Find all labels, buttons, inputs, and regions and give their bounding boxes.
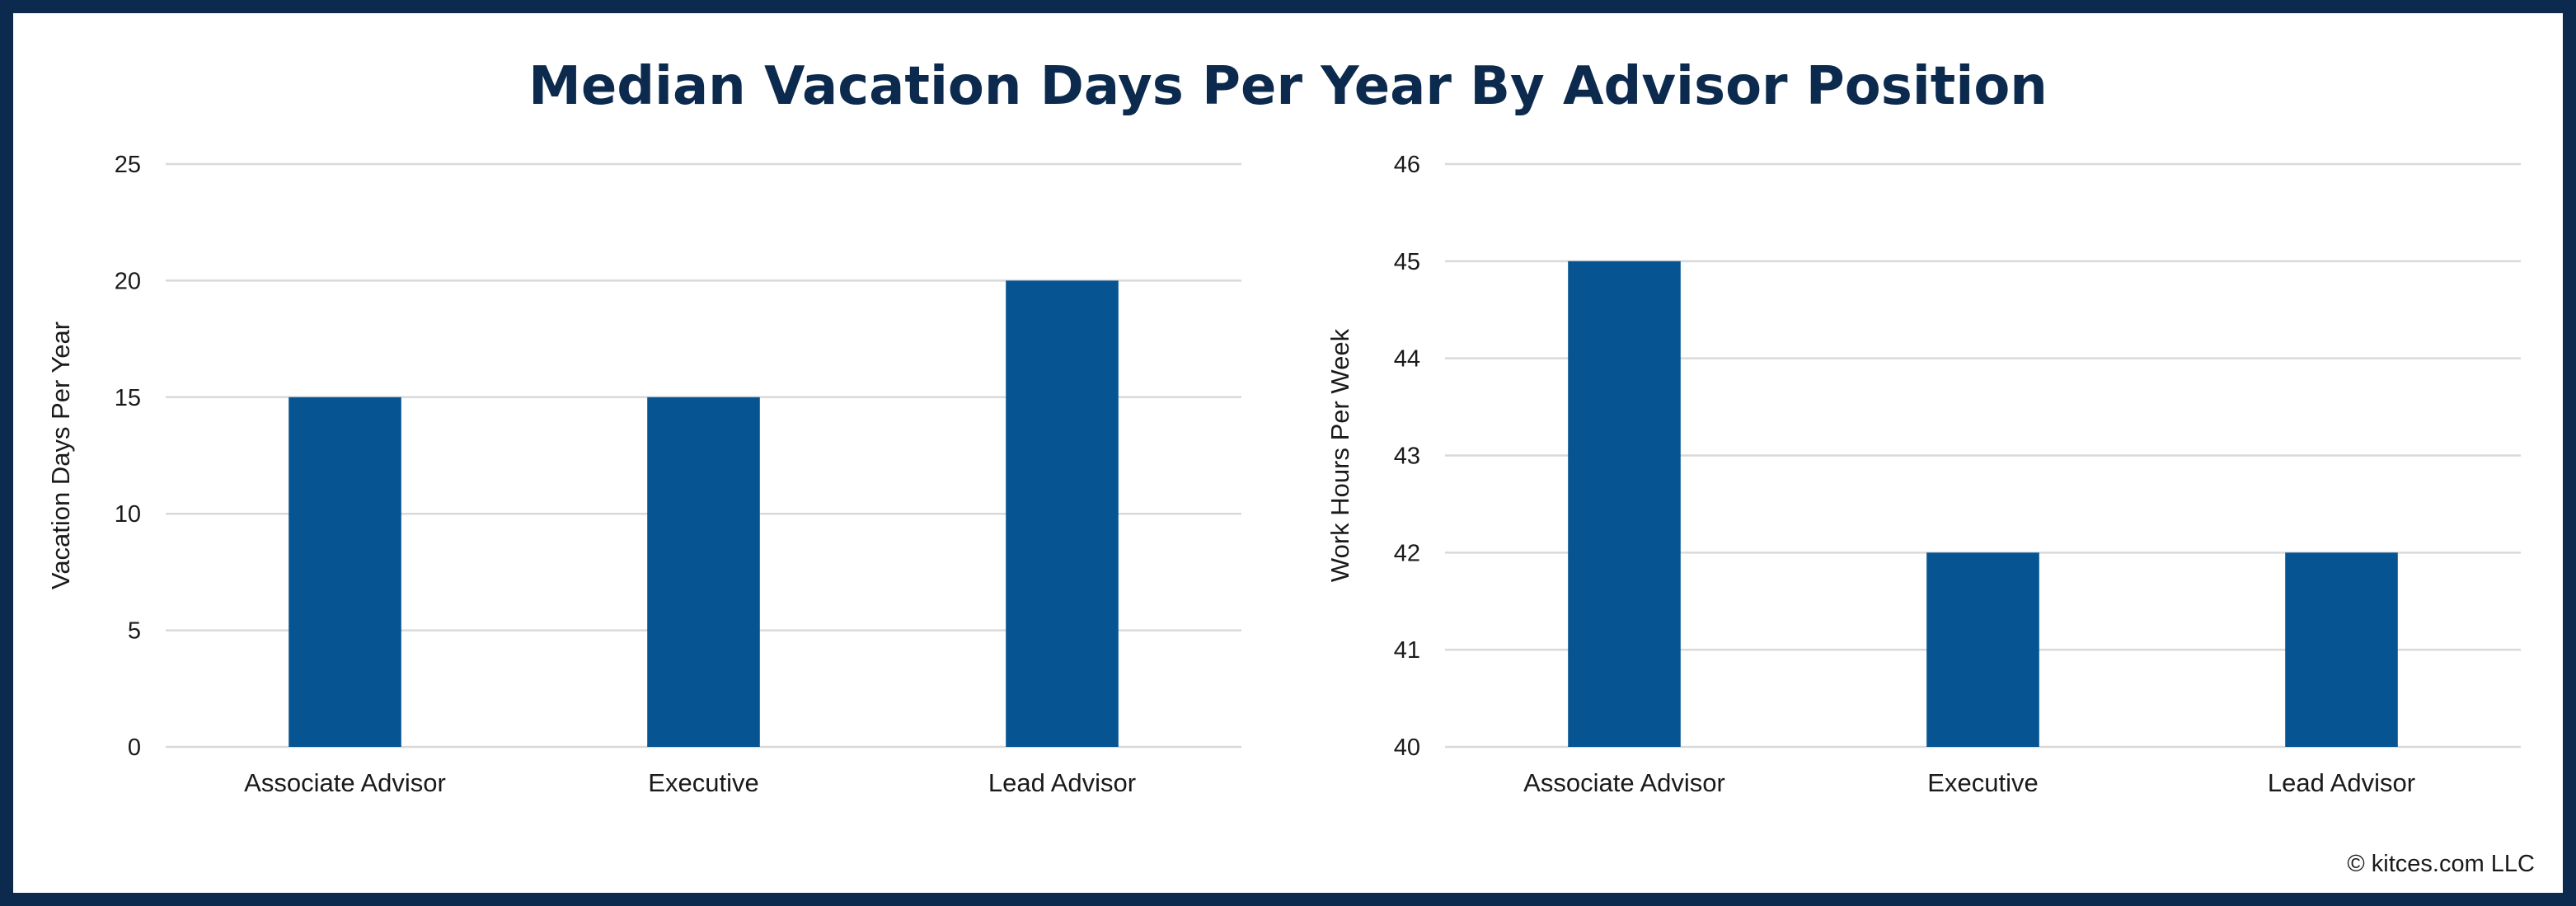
vacation-days-chart: 0 5 10 15 20 25 Vacation Days Per Year Associat… [46,152,1241,797]
vacation-y-tick-label: 20 [115,268,141,294]
work-hours-chart: 40 41 42 43 44 45 46 Work Hours Per Week Associa… [1326,152,2521,797]
hours-category-label: Lead Advisor [2268,768,2415,797]
hours-y-tick-label: 46 [1394,152,1420,178]
hours-bar-executive [1926,552,2039,747]
hours-bar-lead-advisor [2285,552,2398,747]
hours-y-tick-label: 40 [1394,735,1420,761]
hours-bar-associate-advisor [1568,261,1681,747]
vacation-bar-associate-advisor [289,397,401,747]
vacation-y-tick-label: 15 [115,385,141,411]
hours-category-label: Associate Advisor [1523,768,1725,797]
vacation-y-tick-label: 10 [115,501,141,528]
chart-frame: Median Vacation Days Per Year By Advisor… [13,13,2563,893]
vacation-y-tick-label: 25 [115,152,141,178]
vacation-y-axis-label: Vacation Days Per Year [46,322,75,589]
hours-y-tick-label: 44 [1394,346,1420,373]
hours-y-tick-label: 45 [1394,249,1420,275]
hours-y-tick-label: 41 [1394,637,1420,664]
copyright-credit: © kitces.com LLC [2347,851,2535,877]
vacation-bar-executive [647,397,760,747]
vacation-y-tick-label: 5 [128,618,141,645]
chart-title: Median Vacation Days Per Year By Advisor… [528,56,2048,117]
vacation-category-label: Lead Advisor [988,768,1136,797]
hours-y-axis-label: Work Hours Per Week [1326,328,1354,582]
hours-y-tick-label: 42 [1394,540,1420,566]
vacation-category-label: Associate Advisor [244,768,446,797]
hours-y-tick-label: 43 [1394,444,1420,470]
vacation-category-label: Executive [648,768,758,797]
vacation-y-tick-label: 0 [128,735,141,761]
hours-category-label: Executive [1927,768,2038,797]
vacation-bar-lead-advisor [1006,280,1119,747]
